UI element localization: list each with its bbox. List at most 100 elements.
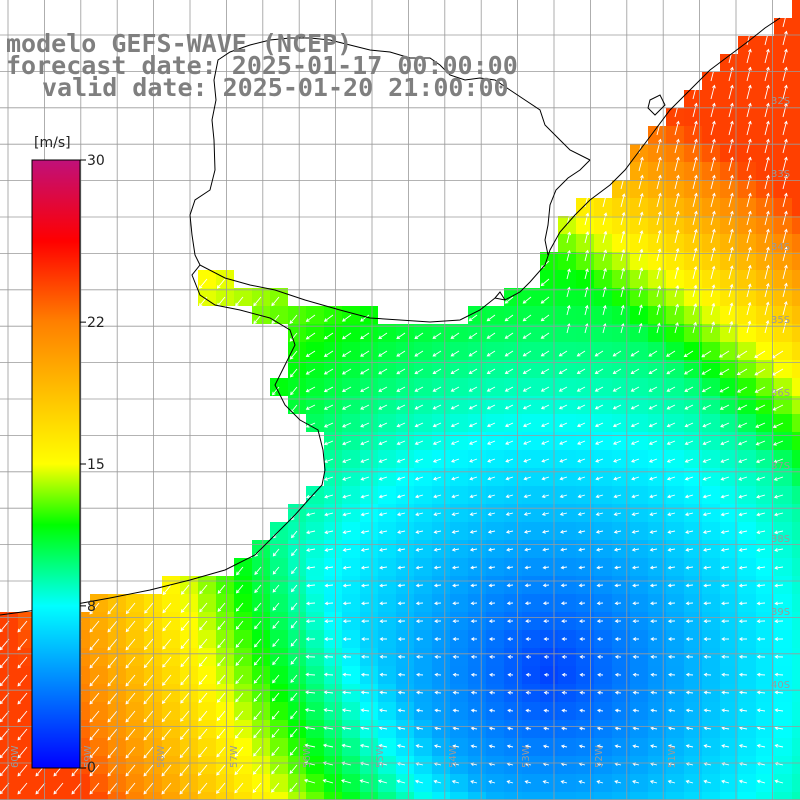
wind-arrow [541,350,550,357]
wind-arrow-head [468,388,473,392]
wind-arrow-head [216,699,221,703]
wind-arrow-head [397,708,402,713]
wind-arrow-head [630,370,635,374]
wind-arrow [125,710,136,723]
wind-arrow [433,422,442,427]
wind-arrow [728,211,733,226]
wind-arrow [525,584,532,587]
wind-arrow [361,530,370,534]
wind-arrow [542,476,550,480]
wind-arrow [415,780,424,784]
wind-arrow-head [594,405,599,410]
wind-arrow-head [685,601,690,606]
wind-cell [36,792,54,800]
wind-arrow [710,175,715,190]
wind-arrow [775,602,784,605]
wind-arrow [289,764,298,774]
wind-arrow [180,638,190,649]
wind-cell [738,792,756,800]
wind-arrow [577,368,586,374]
wind-arrow [782,211,787,226]
wind-arrow-head [342,512,347,517]
wind-arrow [710,139,715,154]
wind-arrow [468,314,478,322]
wind-arrow-head [217,644,221,649]
wind-arrow-head [305,654,310,659]
wind-arrow-head [595,529,600,534]
wind-arrow-head [712,120,716,125]
wind-arrow-head [614,708,619,713]
wind-arrow-head [397,530,401,534]
wind-arrow [773,404,784,411]
wind-arrow [342,709,352,712]
wind-arrow-head [253,716,257,721]
wind-arrow [649,476,658,480]
wind-arrow-head [524,744,529,749]
wind-arrow-head [748,246,752,251]
wind-arrow [433,494,442,498]
wind-arrow [782,320,787,334]
wind-arrow-head [711,302,716,307]
wind-arrow [343,530,352,534]
wind-arrow [595,386,604,392]
wind-arrow-head [359,779,364,783]
wind-arrow-head [414,779,419,784]
wind-arrow-head [579,637,583,641]
wind-arrow [620,249,625,262]
wind-arrow-head [470,619,475,624]
wind-arrow [638,230,643,244]
wind-arrow-head [360,318,364,322]
wind-arrow [596,548,604,551]
wind-arrow [739,727,748,730]
wind-arrow [633,727,640,730]
wind-arrow-head [272,625,277,629]
wind-arrow [398,566,406,569]
wind-arrow [379,566,388,569]
lon-label: 59W [83,745,94,768]
wind-arrow [290,674,298,683]
wind-arrow-head [614,619,619,624]
wind-arrow [638,212,643,226]
wind-arrow-head [754,389,759,393]
wind-arrow-head [324,637,328,641]
wind-arrow-head [784,138,788,143]
wind-arrow [505,404,514,410]
wind-arrow-head [693,303,698,308]
wind-cell [792,252,800,270]
wind-cell [90,792,108,800]
wind-arrow-head [505,458,510,463]
wind-arrow [710,229,715,244]
wind-arrow-head [774,619,779,624]
wind-arrow [631,440,640,445]
wind-arrow-head [89,664,94,669]
wind-arrow [470,512,478,516]
wind-arrow [272,584,280,593]
wind-arrow [199,656,208,667]
wind-arrow-head [596,708,601,713]
wind-arrow-head [342,672,347,677]
wind-arrow [764,67,769,82]
wind-cell [324,792,342,800]
wind-arrow-head [450,353,455,357]
wind-cell [792,558,800,576]
wind-arrow-head [703,547,707,552]
wind-arrow-head [577,476,582,481]
wind-arrow-head [543,637,548,641]
wind-arrow-head [747,301,752,306]
wind-arrow [360,368,370,375]
wind-arrow-head [161,754,166,759]
lat-label: 39S [771,607,790,618]
wind-arrow [162,692,172,704]
wind-arrow-head [675,322,679,326]
wind-arrow [306,602,316,605]
wind-arrow-head [488,637,493,641]
wind-arrow-head [486,370,491,374]
wind-arrow [738,440,748,445]
wind-arrow [217,296,226,307]
wind-arrow-head [720,565,725,570]
wind-arrow [471,763,478,766]
wind-arrow [89,638,100,651]
wind-arrow [273,548,280,557]
wind-arrow [434,762,442,766]
wind-arrow [290,350,298,360]
